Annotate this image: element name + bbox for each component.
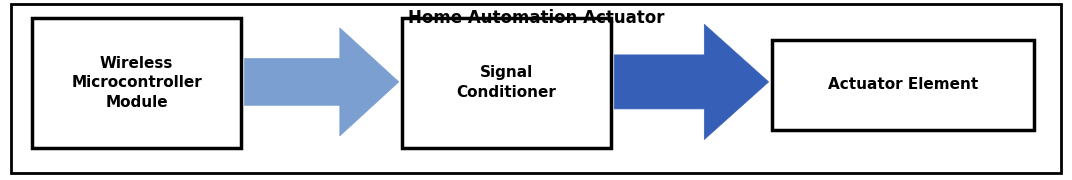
- Text: Wireless
Microcontroller
Module: Wireless Microcontroller Module: [72, 55, 202, 110]
- Text: Signal
Conditioner: Signal Conditioner: [457, 65, 556, 100]
- FancyBboxPatch shape: [11, 4, 1061, 173]
- Polygon shape: [244, 28, 399, 136]
- FancyBboxPatch shape: [402, 18, 611, 148]
- Text: Actuator Element: Actuator Element: [828, 77, 979, 92]
- Polygon shape: [614, 24, 769, 140]
- FancyBboxPatch shape: [772, 40, 1034, 130]
- Text: Home Automation Actuator: Home Automation Actuator: [407, 9, 665, 27]
- FancyBboxPatch shape: [32, 18, 241, 148]
